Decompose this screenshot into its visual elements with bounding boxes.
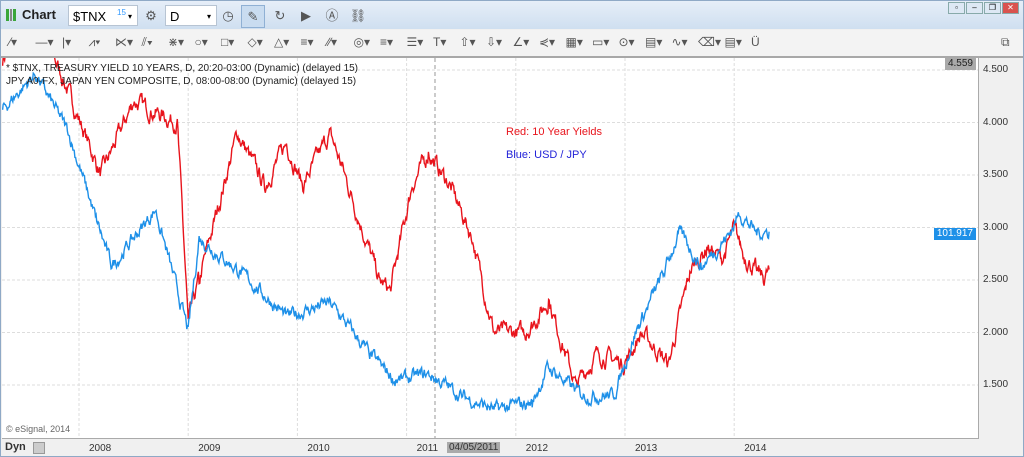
grid-icon[interactable]: ▦▾ <box>565 35 583 49</box>
play-icon[interactable]: ▶ <box>301 8 311 23</box>
symbol-settings-icon[interactable]: ⚙ <box>145 8 157 23</box>
x-axis[interactable]: Dyn 04/05/2011 2008 2009 2010 2011 2012 2013 2… <box>1 439 1023 456</box>
tnx-last-label: 4.559 <box>944 58 976 70</box>
cursor-date: 04/05/2011 <box>447 442 501 453</box>
pencil-icon[interactable]: ✎ <box>241 5 265 28</box>
arrow-down-icon[interactable]: ⇩▾ <box>486 35 503 49</box>
horizontal-line-icon[interactable]: —▾ <box>35 35 54 49</box>
alert-icon[interactable]: Ⓐ <box>325 8 339 23</box>
cycle-icon[interactable]: ⊙▾ <box>618 35 635 49</box>
refresh-icon[interactable]: ↻ <box>274 8 286 23</box>
levels-icon[interactable]: ≡▾ <box>380 35 394 49</box>
fib-fan-icon[interactable]: ⋞▾ <box>539 35 556 49</box>
plot-area: * $TNX, TREASURY YIELD 10 YEARS, D, 20:2… <box>1 9 979 439</box>
x-tick-label: 2010 <box>307 443 330 454</box>
restore-layout-button[interactable]: ▫ <box>948 2 965 14</box>
interval-value: D <box>170 9 180 24</box>
y-tick-label: 1.500 <box>983 379 1009 390</box>
rectangle-icon[interactable]: □▾ <box>221 35 235 49</box>
clock-icon[interactable]: ◷ <box>222 8 234 23</box>
comment-icon[interactable]: ▤▾ <box>724 35 742 49</box>
parallel-lines-icon[interactable]: ∕∕▾ <box>327 35 338 49</box>
y-tick-label: 2.500 <box>983 274 1009 285</box>
y-tick-label: 3.500 <box>983 169 1009 180</box>
dyn-label[interactable]: Dyn <box>5 441 26 453</box>
speed-lines-icon[interactable]: ⋇▾ <box>168 35 185 49</box>
x-tick-label: 2009 <box>198 443 221 454</box>
legend-jpy: JPY A0-FX, JAPAN YEN COMPOSITE, D, 08:00… <box>6 76 357 87</box>
diamond-icon[interactable]: ◇▾ <box>247 35 263 49</box>
delay-superscript: 15 <box>117 8 126 17</box>
gann-icon[interactable]: ∠▾ <box>512 35 530 49</box>
drawing-toolbar: ⁄▾ —▾ |▾ ⩘▾ ⋉▾ ⫽▾ ⋇▾ ○▾ □▾ ◇▾ △▾ ≡▾ ∕∕▾ ◎▾ ≡▾ ☰▾ T▾ ⇧▾ ⇩▾ ∠… <box>1 30 1023 58</box>
magnet-icon[interactable]: Ü <box>751 35 760 49</box>
interval-select[interactable]: D ▾ <box>165 5 217 26</box>
maximize-button[interactable]: ❐ <box>984 2 1001 14</box>
link-icon[interactable]: ⛓ <box>349 8 367 23</box>
minimize-button[interactable]: – <box>966 2 983 14</box>
annotation-blue: Blue: USD / JPY <box>506 149 587 161</box>
window-controls: ▫ – ❐ ✕ <box>948 2 1019 14</box>
text-icon[interactable]: T▾ <box>433 35 447 49</box>
pti-icon[interactable]: ▤▾ <box>645 35 663 49</box>
y-tick-label: 4.000 <box>983 116 1009 128</box>
legend-tnx: * $TNX, TREASURY YIELD 10 YEARS, D, 20:2… <box>6 63 359 74</box>
x-tick-label: 2014 <box>744 443 767 454</box>
mob-icon[interactable]: ▭▾ <box>592 35 610 49</box>
line-icon[interactable]: ⁄▾ <box>9 35 18 49</box>
title-bar: Chart $TNX 15 ▾ ⚙ D ▾ ◷ ✎ ↻ ▶ Ⓐ ⛓ ▫ – ❐ ✕ <box>1 1 1023 29</box>
regression-icon[interactable]: ∿▾ <box>671 35 688 49</box>
dropdown-icon[interactable]: ▾ <box>127 12 132 21</box>
triangle-icon[interactable]: △▾ <box>274 35 290 49</box>
dropdown-icon[interactable]: ▾ <box>206 12 211 21</box>
series-line-yield <box>1 9 770 388</box>
x-tick-label: 2012 <box>525 443 549 454</box>
pitchfork-icon[interactable]: ⫽▾ <box>141 35 153 49</box>
x-tick-label: 2013 <box>635 443 658 454</box>
vertical-line-icon[interactable]: |▾ <box>62 35 72 49</box>
close-button[interactable]: ✕ <box>1002 2 1019 14</box>
ellipse-icon[interactable]: ○▾ <box>194 35 208 49</box>
y-tick-label: 3.000 <box>983 221 1009 233</box>
annotation-red: Red: 10 Year Yields <box>506 126 603 138</box>
y-tick-label: 2.000 <box>983 326 1009 338</box>
window-title: Chart <box>22 7 56 22</box>
symbol-value: $TNX <box>73 9 107 24</box>
copyright: © eSignal, 2014 <box>6 424 71 434</box>
copy-icon[interactable]: ⧉ <box>1001 35 1010 49</box>
arrow-up-icon[interactable]: ⇧▾ <box>459 35 476 49</box>
fit-icon[interactable] <box>33 442 45 454</box>
y-tick-label: 4.500 <box>983 64 1009 75</box>
symbol-input[interactable]: $TNX 15 ▾ <box>68 5 138 26</box>
circles-icon[interactable]: ◎▾ <box>353 35 371 49</box>
price-chart <box>1 9 978 438</box>
x-tick-label: 2011 <box>416 443 439 454</box>
fan-icon[interactable]: ⋉▾ <box>115 35 134 49</box>
jpy-last-label: 101.917 <box>933 228 976 240</box>
chart-logo-icon <box>6 9 17 21</box>
eraser-icon[interactable]: ⌫▾ <box>698 35 721 49</box>
vertical-lines-icon[interactable]: ☰▾ <box>406 35 424 49</box>
x-tick-label: 2008 <box>89 443 112 454</box>
channel-icon[interactable]: ≡▾ <box>300 35 314 49</box>
y-axis[interactable]: 4.500 4.000 3.500 3.000 2.500 2.000 1.500 <box>979 58 1023 438</box>
wave-icon[interactable]: ⩘▾ <box>88 35 101 49</box>
series-line-usdjpy <box>1 71 770 413</box>
